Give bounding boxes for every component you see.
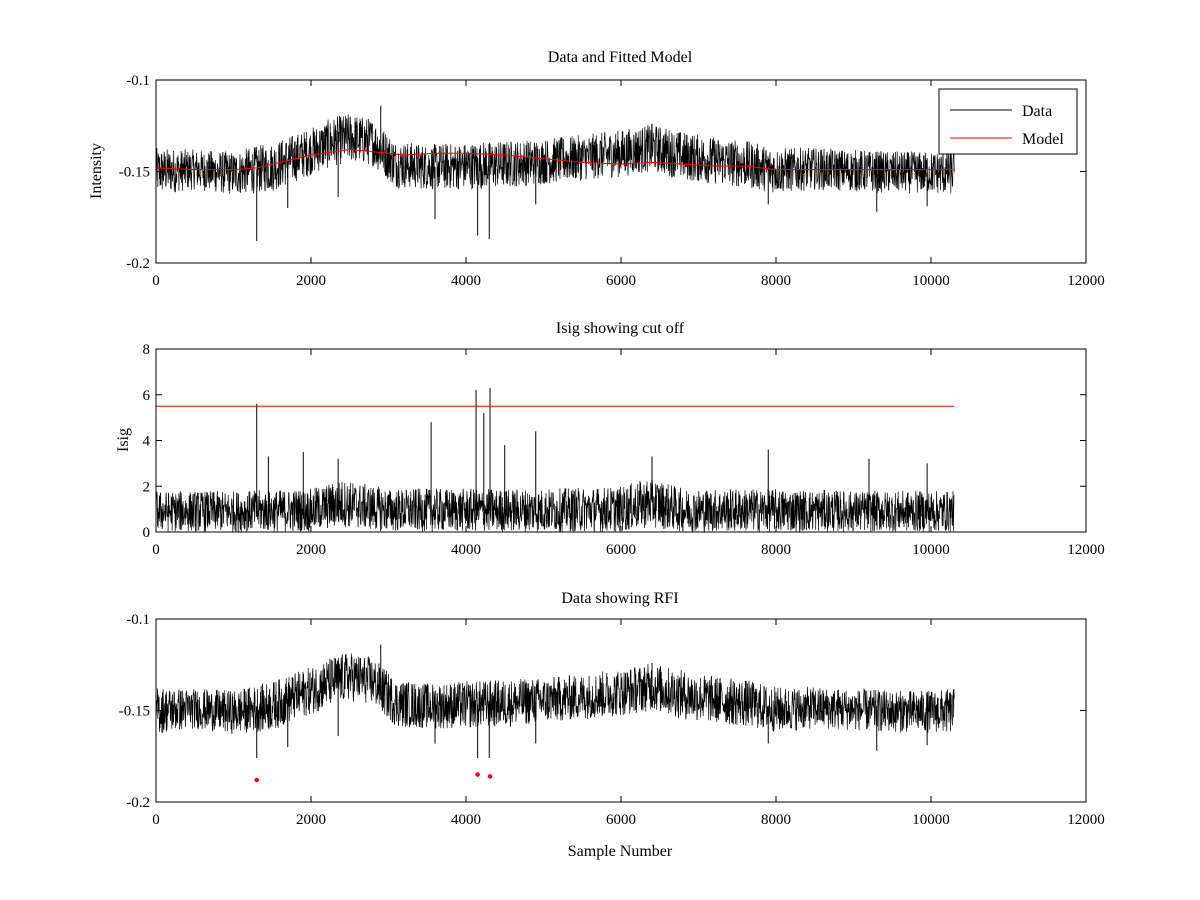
x-tick-label: 10000 [912,542,950,558]
y-tick-label: 8 [143,342,151,358]
rfi-marker-point [254,777,260,783]
rfi-marker-point [487,774,493,779]
series-data-line [156,653,955,735]
axes: 0 2000 4000 6000 8000 10000 12000 -0.1 -0.15 -0.2 [119,73,1105,289]
x-tick-label: 8000 [761,812,791,828]
x-tick-label: 6000 [606,542,636,558]
y-tick-label: 0 [143,525,151,541]
series-isig-line [156,477,955,532]
x-tick-label: 0 [152,542,160,558]
legend-model-label: Model [1022,131,1064,148]
panel-title: Data and Fitted Model [548,49,693,66]
y-axis-label: Isig [115,428,132,452]
y-tick-label: 6 [143,388,151,404]
x-tick-label: 6000 [606,273,636,289]
series-model-line [156,149,955,171]
x-tick-label: 12000 [1067,542,1105,558]
y-tick-label: -0.1 [126,73,150,89]
x-tick-label: 8000 [761,542,791,558]
panel-data-showing-rfi: Data showing RFI Sample Number 0 2000 4000… [119,590,1105,860]
plot-area [156,387,955,532]
x-tick-label: 10000 [912,273,950,289]
panel-title: Isig showing cut off [556,320,685,337]
rfi-marker-point [475,772,480,777]
x-tick-label: 8000 [761,273,791,289]
panel-isig-showing-cut-off: Isig showing cut off Isig 0 2000 4000 6000 8… [115,320,1105,558]
x-tick-label: 0 [152,273,160,289]
x-tick-label: 0 [152,812,160,828]
y-tick-label: -0.15 [119,165,150,181]
y-tick-label: -0.2 [126,795,150,811]
legend-data-label: Data [1022,103,1052,120]
x-tick-label: 4000 [451,542,481,558]
x-tick-label: 12000 [1067,812,1105,828]
y-tick-label: 4 [143,434,151,450]
axes: 0 2000 4000 6000 8000 10000 12000 0 2 4 6 8 [143,342,1105,558]
panel-title: Data showing RFI [561,590,678,607]
y-tick-label: -0.15 [119,704,150,720]
x-tick-label: 10000 [912,812,950,828]
panel-data-and-fitted-model: Data and Fitted Model Intensity 0 2000 400… [88,49,1105,289]
y-tick-label: 2 [143,479,151,495]
legend: Data Model [938,88,1078,155]
x-tick-label: 6000 [606,812,636,828]
y-tick-label: -0.1 [126,612,150,628]
x-tick-label: 2000 [296,542,326,558]
x-tick-label: 12000 [1067,273,1105,289]
plot-area [156,644,955,783]
x-tick-label: 4000 [451,812,481,828]
x-tick-label: 4000 [451,273,481,289]
legend-box [938,88,1078,155]
x-axis-label: Sample Number [568,843,673,860]
series-data-line [156,114,955,194]
axes: 0 2000 4000 6000 8000 10000 12000 -0.1 -0.15 -0.2 [119,612,1105,828]
x-tick-label: 2000 [296,812,326,828]
x-tick-label: 2000 [296,273,326,289]
y-tick-label: -0.2 [126,256,150,272]
plot-area [156,105,955,242]
y-axis-label: Intensity [88,143,105,199]
